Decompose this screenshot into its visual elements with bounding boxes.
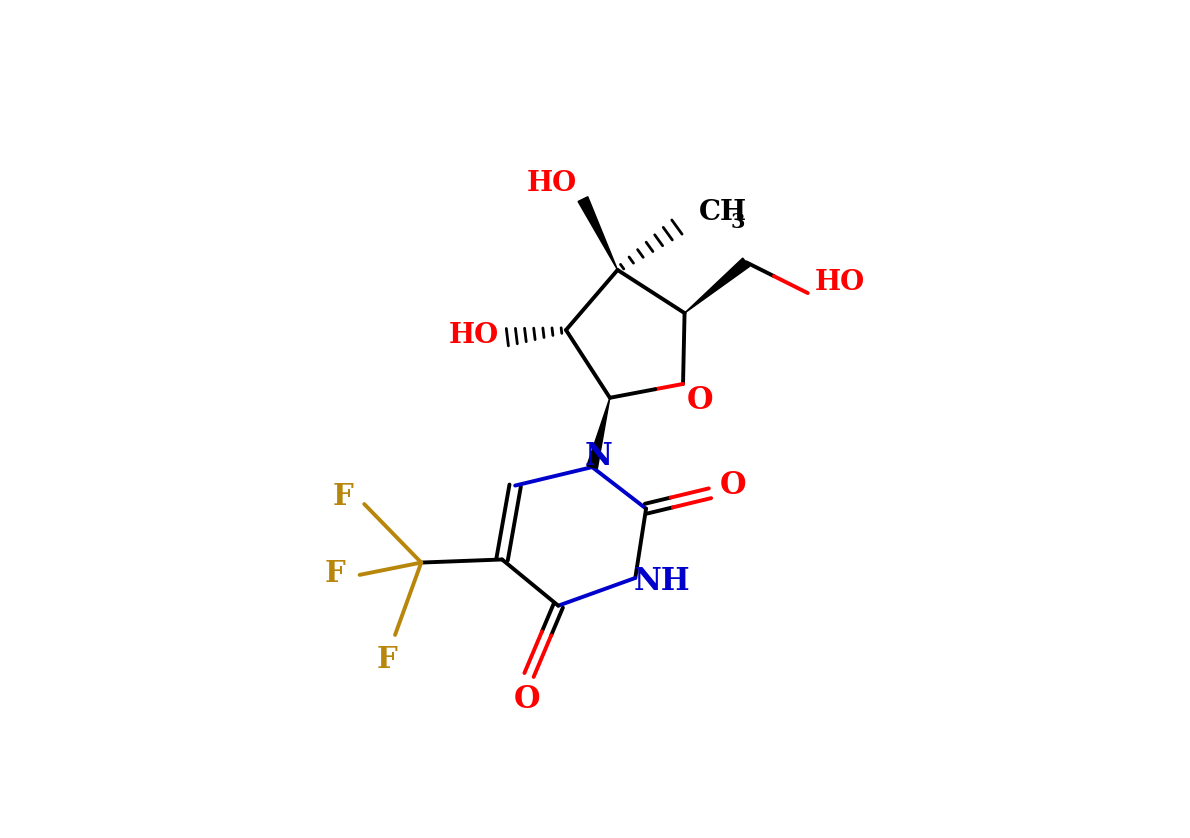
Polygon shape <box>684 258 750 313</box>
Text: F: F <box>377 645 397 674</box>
Polygon shape <box>578 197 618 270</box>
Text: N: N <box>584 441 613 472</box>
Text: HO: HO <box>815 269 865 296</box>
Text: HO: HO <box>527 170 577 197</box>
Text: O: O <box>687 385 713 416</box>
Text: 3: 3 <box>731 212 745 232</box>
Text: O: O <box>720 470 746 501</box>
Text: F: F <box>325 559 345 587</box>
Text: NH: NH <box>634 566 690 597</box>
Text: O: O <box>514 684 540 715</box>
Text: F: F <box>332 482 353 511</box>
Text: HO: HO <box>449 322 499 349</box>
Text: CH: CH <box>699 199 746 226</box>
Polygon shape <box>587 398 609 468</box>
